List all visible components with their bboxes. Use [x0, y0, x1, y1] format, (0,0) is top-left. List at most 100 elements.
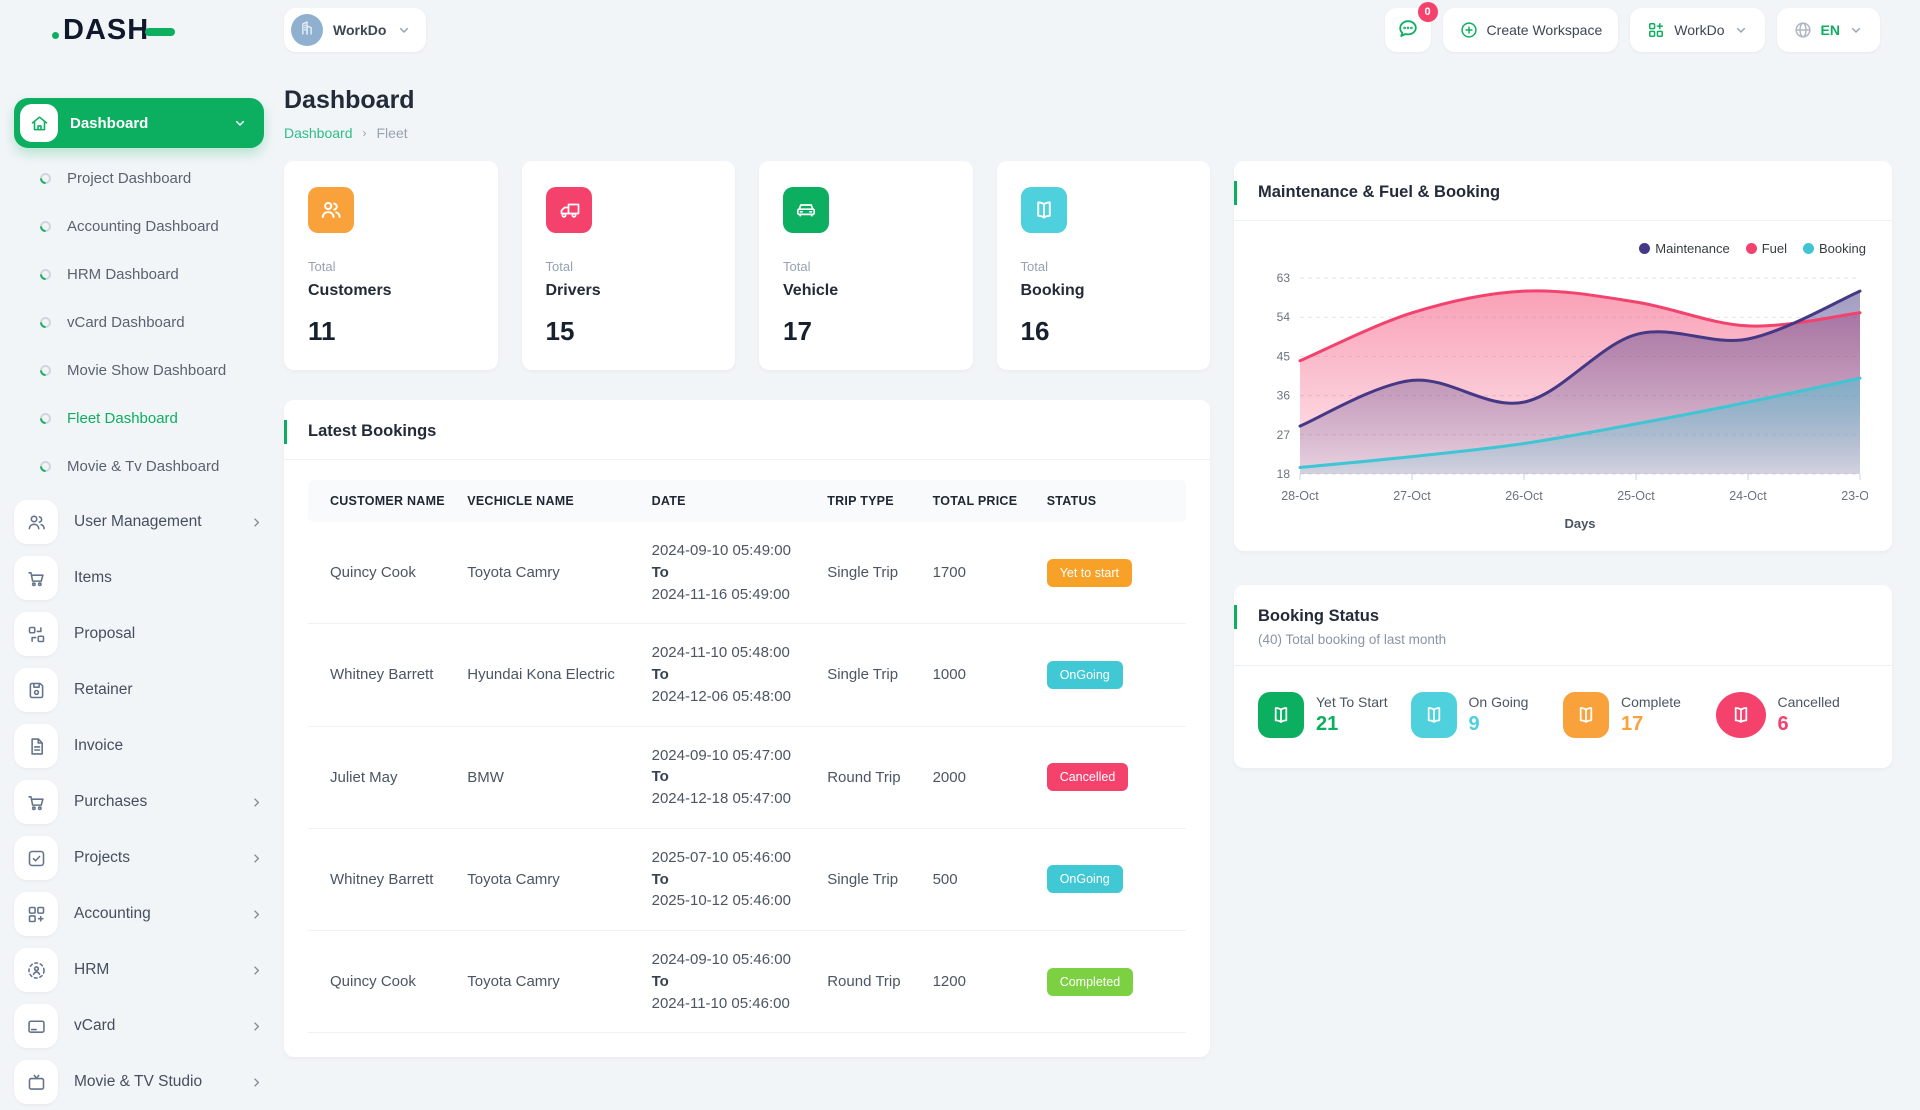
svg-text:63: 63 [1277, 271, 1291, 285]
svg-text:25-Oct: 25-Oct [1617, 489, 1655, 503]
stat-cards: Total Customers 11 Total Drivers 15 Total Vehic… [284, 161, 1210, 370]
accounting-icon [14, 892, 58, 936]
sidebar-item-projects[interactable]: Projects [14, 830, 264, 886]
sidebar-subitem-accounting-dashboard[interactable]: Accounting Dashboard [14, 202, 264, 250]
bookings-table-header: CUSTOMER NAME VECHICLE NAME DATE TRIP TYPE T… [308, 480, 1186, 522]
home-icon [20, 104, 58, 142]
globe-icon [1793, 20, 1813, 40]
book-icon [1020, 187, 1067, 233]
logo-dash-icon [145, 28, 176, 36]
sidebar-item-accounting[interactable]: Accounting [14, 886, 264, 942]
sidebar-item-vcard[interactable]: vCard [14, 998, 264, 1054]
booking-customer: Quincy Cook [308, 522, 458, 625]
maintenance-fuel-booking-card: Maintenance & Fuel & Booking Maintenance… [1234, 161, 1892, 551]
bullet-icon [37, 314, 54, 330]
sidebar-item-label: User Management [74, 513, 202, 530]
stat-label: Booking [1020, 282, 1085, 299]
stat-prefix: Total [783, 259, 811, 274]
sidebar-item-movie-tv-studio[interactable]: Movie & TV Studio [14, 1054, 264, 1110]
create-workspace-label: Create Workspace [1486, 22, 1603, 38]
column-header: STATUS [1046, 494, 1097, 508]
sidebar-item-label: Accounting [74, 905, 151, 922]
book-icon [1410, 692, 1457, 738]
booking-row: Whitney Barrett Toyota Camry 2025-07-10 05… [308, 828, 1186, 932]
svg-text:45: 45 [1277, 349, 1291, 363]
booking-trip-type: Single Trip [817, 623, 923, 727]
booking-status-title: Booking Status [1258, 607, 1380, 625]
legend-fuel[interactable]: Fuel [1745, 241, 1788, 256]
column-header: VECHICLE NAME [467, 494, 574, 508]
column-header: TRIP TYPE [827, 494, 894, 508]
svg-text:26-Oct: 26-Oct [1505, 489, 1543, 503]
legend-label: Fuel [1761, 241, 1788, 256]
stat-card-vehicle: Total Vehicle 17 [759, 161, 973, 370]
booking-vehicle: Toyota Camry [457, 828, 642, 932]
sidebar-item-label: Invoice [74, 737, 124, 754]
sidebar-subitem-vcard-dashboard[interactable]: vCard Dashboard [14, 298, 264, 346]
users-icon [14, 500, 58, 544]
breadcrumb: Dashboard › Fleet [284, 125, 1920, 141]
sidebar-item-label: Purchases [74, 793, 148, 810]
booking-status-cell: Cancelled [1036, 726, 1186, 829]
sidebar-item-user-management[interactable]: User Management [14, 494, 264, 550]
status-badge: Yet to start [1046, 558, 1132, 587]
workdo-menu-button[interactable]: WorkDo [1630, 8, 1765, 52]
booking-vehicle: Toyota Camry [457, 930, 642, 1034]
truck-icon [545, 187, 592, 233]
chevron-right-icon [249, 515, 264, 530]
booking-status-yet-to-start: Yet To Start 21 [1258, 692, 1411, 738]
sidebar-subitem-movie-show-dashboard[interactable]: Movie Show Dashboard [14, 346, 264, 394]
chevron-right-icon [249, 795, 264, 810]
vcard-icon [14, 1004, 58, 1048]
chevron-right-icon [249, 851, 264, 866]
status-label: Cancelled [1777, 694, 1840, 710]
area-chart: 18 27 36 45 54 63 28-Oct 27-Oct 26-Oct 25-Oct 24-O… [1234, 258, 1892, 551]
booking-status-cell: Completed [1036, 930, 1186, 1034]
booking-vehicle: BMW [457, 726, 642, 829]
sidebar-subitem-label: Movie & Tv Dashboard [67, 457, 220, 475]
booking-vehicle: Hyundai Kona Electric [457, 623, 642, 727]
sidebar-item-dashboard[interactable]: Dashboard [14, 98, 264, 148]
messenger-button[interactable]: 0 [1384, 2, 1438, 52]
sidebar-item-retainer[interactable]: Retainer [14, 662, 264, 718]
sidebar-item-invoice[interactable]: Invoice [14, 718, 264, 774]
bullet-icon [37, 362, 54, 378]
legend-dot-icon [1803, 243, 1815, 254]
booking-trip-type: Single Trip [817, 828, 923, 932]
sidebar-subitem-fleet-dashboard[interactable]: Fleet Dashboard [14, 394, 264, 442]
sidebar-subitem-movie-tv-dashboard[interactable]: Movie & Tv Dashboard [14, 442, 264, 490]
sidebar-subitem-label: vCard Dashboard [67, 313, 185, 331]
sidebar-item-proposal[interactable]: Proposal [14, 606, 264, 662]
sidebar-item-purchases[interactable]: Purchases [14, 774, 264, 830]
legend-booking[interactable]: Booking [1803, 241, 1866, 256]
stat-card-drivers: Total Drivers 15 [521, 161, 735, 370]
workspace-name: WorkDo [333, 22, 387, 38]
logo-dot-icon [52, 32, 59, 39]
booking-row: Quincy Cook Toyota Camry 2024-09-10 05:46:… [308, 930, 1186, 1034]
chevron-down-icon [1848, 22, 1864, 38]
status-badge: OnGoing [1046, 865, 1123, 894]
workspace-selector[interactable]: WorkDo [284, 8, 427, 52]
column-header: DATE [651, 494, 686, 508]
create-workspace-button[interactable]: Create Workspace [1442, 8, 1619, 52]
language-selector[interactable]: EN [1776, 8, 1880, 52]
legend-maintenance[interactable]: Maintenance [1639, 241, 1730, 256]
sidebar-subitem-hrm-dashboard[interactable]: HRM Dashboard [14, 250, 264, 298]
status-value: 9 [1468, 713, 1480, 735]
stat-value: 17 [783, 316, 812, 346]
sidebar-subitem-project-dashboard[interactable]: Project Dashboard [14, 154, 264, 202]
status-label: Complete [1621, 694, 1681, 710]
booking-trip-type: Round Trip [817, 726, 923, 829]
column-header: CUSTOMER NAME [330, 494, 445, 508]
booking-price: 1700 [922, 522, 1037, 625]
bullet-icon [37, 458, 54, 474]
sidebar-subitem-label: Accounting Dashboard [67, 217, 219, 235]
sidebar-item-hrm[interactable]: HRM [14, 942, 264, 998]
stat-card-booking: Total Booking 16 [996, 161, 1210, 370]
booking-status-complete: Complete 17 [1563, 692, 1716, 738]
plus-circle-icon [1459, 20, 1479, 40]
sidebar-item-items[interactable]: Items [14, 550, 264, 606]
main-content: Dashboard Dashboard › Fleet Total Custome… [284, 60, 1920, 1058]
breadcrumb-dashboard-link[interactable]: Dashboard [284, 125, 353, 141]
building-icon [298, 19, 316, 42]
